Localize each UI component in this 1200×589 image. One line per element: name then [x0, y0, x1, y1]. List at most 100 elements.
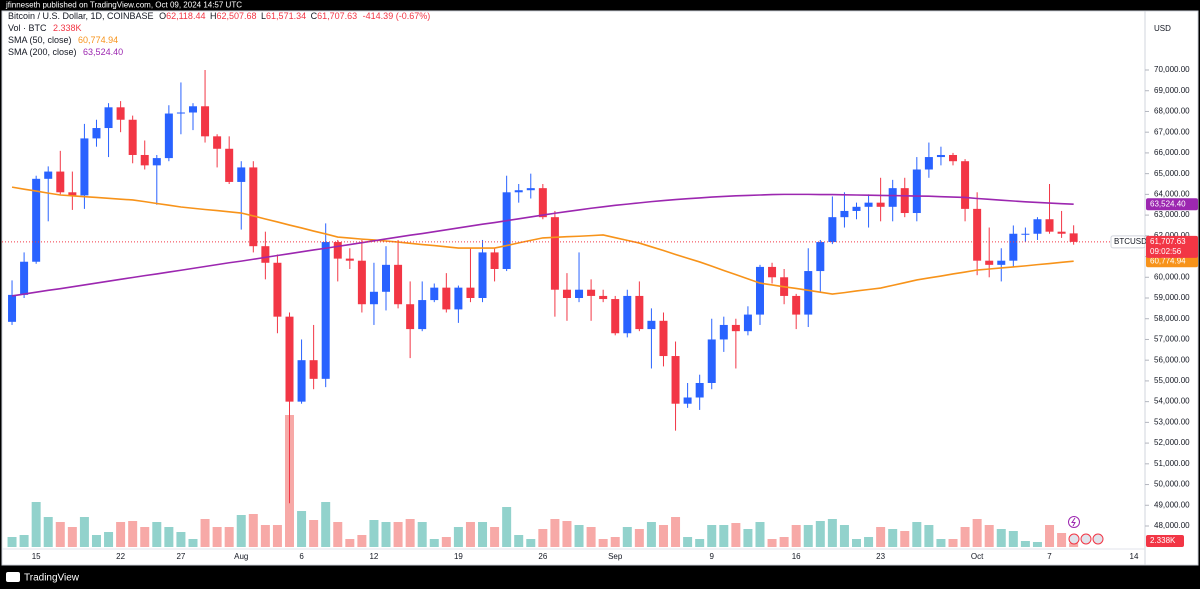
volume-bar [224, 527, 234, 547]
y-tick-label: 66,000.00 [1154, 148, 1190, 157]
y-tick-label: 59,000.00 [1154, 293, 1190, 302]
volume-bar [658, 525, 668, 547]
volume-bar [369, 520, 379, 547]
candle-body [80, 138, 89, 196]
y-tick-label: 52,000.00 [1154, 438, 1190, 447]
price-badge [1146, 255, 1198, 268]
volume-bar [984, 525, 994, 547]
x-tick-label: 12 [369, 552, 378, 561]
candle-body [550, 217, 559, 290]
candle-body [562, 289, 571, 299]
volume-bar [7, 537, 17, 547]
volume-bar [248, 514, 258, 547]
volume-bar [634, 529, 644, 547]
volume-bar [839, 525, 849, 547]
y-tick-label: 70,000.00 [1154, 65, 1190, 74]
candle-body [792, 295, 801, 315]
volume-bar [31, 502, 41, 547]
y-tick-label: 67,000.00 [1154, 127, 1190, 136]
x-tick-label: 6 [299, 552, 304, 561]
candle-body [8, 294, 17, 322]
volume-bar [731, 523, 741, 547]
volume-bar [405, 519, 415, 547]
candle-body [1009, 233, 1018, 261]
x-tick-label: 26 [538, 552, 547, 561]
volume-bar [876, 527, 886, 547]
candle-body [394, 264, 403, 305]
volume-bar [743, 529, 753, 547]
volume-bar [912, 522, 922, 547]
volume-bar [900, 531, 910, 547]
volume-bar [260, 525, 270, 547]
x-tick-label: 19 [454, 552, 463, 561]
volume-bar [152, 522, 162, 547]
candle-body [1045, 219, 1054, 232]
y-tick-label: 48,000.00 [1154, 521, 1190, 530]
candle-body [20, 261, 29, 295]
volume-bar [55, 522, 65, 547]
candle-body [502, 192, 511, 269]
volume-bar [550, 519, 560, 547]
legend-value: 63,524.40 [83, 47, 123, 57]
price-badge-label: 63,524.40 [1150, 199, 1186, 208]
candle-body [840, 210, 849, 218]
x-tick-label: 23 [876, 552, 885, 561]
candle-body [32, 178, 41, 262]
volume-bar [176, 532, 186, 547]
volume-bar [646, 522, 656, 547]
volume-bar [79, 517, 89, 547]
volume-bar [91, 535, 101, 547]
candle-body [418, 300, 427, 330]
event-icons [1068, 516, 1104, 545]
volume-bar [598, 539, 608, 547]
volume-bar [779, 537, 789, 547]
x-tick-label: Sep [608, 552, 623, 561]
candle-body [68, 192, 77, 196]
candle-body [647, 320, 656, 330]
volume-bar [622, 527, 632, 547]
volume-value: 2.338K [53, 23, 82, 33]
x-tick-label: Oct [971, 552, 984, 561]
x-tick-label: 27 [176, 552, 185, 561]
volume-bar [538, 529, 548, 547]
candle-body [369, 291, 378, 305]
y-tick-label: 68,000.00 [1154, 107, 1190, 116]
legend: Bitcoin / U.S. Dollar, 1D, COINBASE O62,… [8, 11, 430, 57]
candle-body [876, 202, 885, 207]
currency-label: USD [1154, 24, 1171, 33]
volume-bar [128, 521, 138, 547]
volume-bar [502, 507, 512, 547]
volume-bar [948, 539, 958, 547]
symbol-badge-label: BTCUSD [1114, 237, 1147, 246]
low-value: 61,571.34 [266, 11, 306, 21]
candle-body [659, 320, 668, 357]
candle-body [949, 154, 958, 162]
volume-badge [1146, 535, 1184, 547]
event-icon [1068, 533, 1080, 545]
brand-logo [6, 572, 20, 582]
publish-header: jfinneseth published on TradingView.com,… [5, 1, 242, 10]
volume-bar [803, 525, 813, 547]
candle-body [225, 148, 234, 182]
x-tick-label: 15 [32, 552, 41, 561]
countdown-label: 09:02:56 [1150, 247, 1182, 256]
candle-body [430, 287, 439, 301]
volume-bar [441, 537, 451, 547]
x-tick-label: Aug [234, 552, 248, 561]
candle-body [309, 360, 318, 379]
candle-body [104, 107, 113, 129]
high-letter: H [210, 11, 217, 21]
volume-bar [888, 529, 898, 547]
volume-bar [586, 527, 596, 547]
candle-body [406, 304, 415, 330]
volume-bar [1045, 525, 1055, 547]
y-tick-label: 57,000.00 [1154, 335, 1190, 344]
volume-bar [381, 522, 391, 547]
candle-body [1021, 233, 1030, 235]
candle-body [176, 112, 185, 114]
candle-body [900, 188, 909, 214]
candle-body [671, 356, 680, 404]
candle-body [936, 154, 945, 158]
volume-bar [526, 539, 536, 547]
legend-line: Bitcoin / U.S. Dollar, 1D, COINBASE O62,… [8, 11, 430, 21]
